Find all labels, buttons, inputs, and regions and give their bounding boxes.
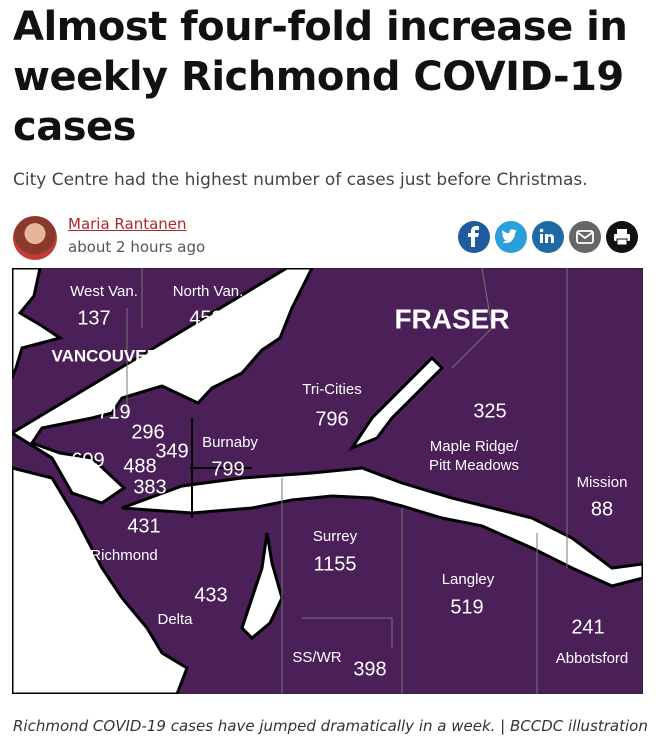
region-count: 296 [131, 421, 164, 443]
twitter-button[interactable] [495, 221, 527, 253]
region-count: 361 [225, 482, 258, 504]
zone-label: VANCOUVER COASTAL [52, 346, 245, 365]
linkedin-button[interactable] [532, 221, 564, 253]
region-label: North Van. [173, 283, 244, 300]
image-caption: Richmond COVID-19 cases have jumped dram… [13, 717, 648, 735]
region-count: 241 [571, 616, 604, 638]
region-count: 799 [211, 458, 244, 480]
map: FRASER VANCOUVER COASTAL West Van. 137 North… [12, 268, 643, 694]
region-count: 137 [77, 307, 110, 329]
region-count: 519 [450, 596, 483, 618]
region-label: Surrey [313, 528, 358, 545]
water [12, 268, 643, 694]
region-label: Abbotsford [556, 650, 629, 667]
region-count: 433 [194, 584, 227, 606]
region-count: 349 [155, 440, 188, 462]
region-label: Maple Ridge/Pitt Meadows [429, 438, 519, 474]
region-label: Delta [157, 611, 193, 628]
region-count: 719 [97, 401, 130, 423]
region-label: Tri-Cities [302, 381, 361, 398]
region-count: 452 [189, 307, 222, 329]
region-count: 88 [591, 498, 613, 520]
timestamp: about 2 hours ago [68, 238, 206, 256]
region-label: Mission [577, 474, 628, 491]
region-count: 325 [473, 400, 506, 422]
facebook-button[interactable] [458, 221, 490, 253]
headline: Almost four-fold increase in weekly Rich… [13, 4, 628, 150]
print-button[interactable] [606, 221, 638, 253]
region-label: Langley [442, 571, 495, 588]
subtitle: City Centre had the highest number of ca… [13, 170, 588, 190]
region-count: 609 [71, 449, 104, 471]
region-borders [126, 268, 568, 694]
region-label: SS/WR [292, 649, 341, 666]
share-buttons [458, 221, 638, 253]
region-count: 488 [123, 455, 156, 477]
region-label: West Van. [70, 283, 138, 300]
region-count: 431 [127, 515, 160, 537]
zone-label: FRASER [394, 303, 509, 334]
email-button[interactable] [569, 221, 601, 253]
author-avatar[interactable] [13, 216, 57, 260]
region-count: 383 [133, 476, 166, 498]
region-label: Burnaby [202, 434, 258, 451]
author-link[interactable]: Maria Rantanen [68, 215, 187, 233]
region-label: Richmond [90, 547, 158, 564]
region-count: 1155 [313, 553, 356, 575]
region-count: 796 [315, 408, 348, 430]
region-count: 398 [353, 658, 386, 680]
